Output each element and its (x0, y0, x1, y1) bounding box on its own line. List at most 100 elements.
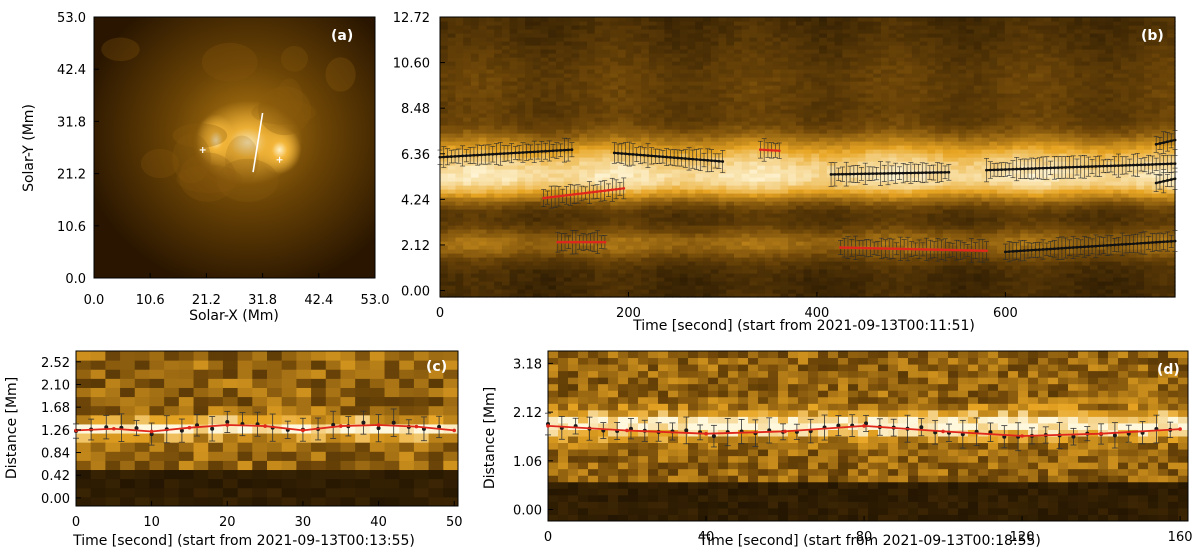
panel-b-pixel (478, 93, 488, 98)
panel-b-pixel (888, 165, 898, 170)
panel-b-pixel (525, 197, 534, 202)
panel-b-pixel (695, 53, 704, 58)
panel-a-bright-kernel (195, 114, 236, 167)
panel-b-pixel (641, 157, 650, 162)
panel-b-pixel (656, 269, 665, 274)
panel-b-pixel (896, 277, 905, 282)
panel-b-pixel (757, 265, 766, 270)
panel-b-pixel (764, 81, 774, 86)
panel-b-pixel (556, 241, 565, 246)
panel-b-pixel (687, 61, 696, 66)
panel-b-pixel (888, 25, 898, 30)
panel-b-pixel (594, 293, 604, 298)
panel-b-pixel (540, 121, 549, 126)
panel-b-pixel (780, 181, 789, 186)
panel-b-pixel (602, 257, 611, 262)
panel-b-pixel (881, 105, 890, 110)
panel-b-pixel (865, 133, 874, 138)
panel-b-pixel (703, 65, 712, 70)
panel-b-pixel (795, 237, 805, 242)
panel-b-pixel (842, 261, 851, 266)
panel-b-pixel (865, 269, 874, 274)
panel-b-pixel (803, 193, 812, 198)
panel-b-pixel (950, 25, 959, 30)
panel-b-pixel (463, 193, 472, 198)
panel-b-pixel (958, 105, 967, 110)
panel-b-pixel (695, 285, 704, 290)
panel-b-pixel (803, 189, 812, 194)
panel-b-pixel (973, 233, 983, 238)
panel-b-pixel (633, 85, 642, 90)
panel-b-pixel (556, 29, 565, 34)
panel-b-pixel (819, 205, 828, 210)
panel-b-pixel (772, 253, 782, 258)
panel-b-pixel (911, 169, 921, 174)
panel-b-pixel (556, 25, 565, 30)
panel-b-pixel (517, 233, 526, 238)
panel-b-pixel (563, 261, 573, 266)
panel-b-pixel (942, 81, 952, 86)
panel-b-pixel (935, 65, 944, 70)
panel-b-pixel (641, 257, 650, 262)
panel-b-pixel (942, 161, 952, 166)
panel-b-pixel (973, 105, 983, 110)
panel-b-pixel (610, 289, 619, 294)
panel-b-pixel (811, 81, 820, 86)
panel-b-pixel (478, 85, 488, 90)
panel-b-pixel (842, 189, 851, 194)
panel-b-pixel (532, 257, 542, 262)
panel-b-pixel (440, 189, 449, 194)
panel-b-pixel (942, 213, 952, 218)
panel-b-pixel (834, 157, 843, 162)
panel-b-pixel (966, 201, 975, 206)
panel-b-pixel (447, 53, 457, 58)
panel-b-pixel (757, 237, 766, 242)
panel-b-pixel (788, 53, 797, 58)
panel-b-pixel (764, 25, 774, 30)
panel-b-pixel (672, 141, 681, 146)
panel-b-pixel (788, 285, 797, 290)
panel-b-pixel (919, 265, 929, 270)
panel-b-pixel (919, 125, 929, 130)
panel-b-pixel (656, 121, 665, 126)
panel-b-pixel (935, 121, 944, 126)
panel-b-pixel (602, 29, 611, 34)
panel-b-pixel (741, 253, 751, 258)
panel-b-pixel (440, 285, 449, 290)
panel-b-pixel (803, 289, 812, 294)
panel-b-pixel (641, 149, 650, 154)
panel-b-pixel (455, 29, 464, 34)
panel-b-pixel (594, 133, 604, 138)
panel-b-pixel (501, 277, 511, 282)
panel-b-pixel (463, 113, 472, 118)
panel-b-pixel (780, 257, 789, 262)
panel-b-pixel (440, 257, 449, 262)
panel-b-pixel (579, 41, 588, 46)
panel-b-pixel (463, 21, 472, 26)
panel-b-pixel (571, 261, 580, 266)
panel-b-pixel (826, 265, 836, 270)
panel-b-pixel (641, 65, 650, 70)
panel-b-pixel (710, 205, 720, 210)
panel-b-pixel (494, 45, 503, 50)
panel-b-pixel (440, 109, 449, 114)
panel-b-pixel (734, 145, 743, 150)
panel-b-pixel (927, 285, 936, 290)
panel-b-pixel (501, 269, 511, 274)
panel-b-pixel (904, 129, 913, 134)
panel-b-pixel (440, 205, 449, 210)
panel-b-pixel (563, 37, 573, 42)
panel-b-pixel (617, 217, 627, 222)
panel-b-pixel (795, 281, 805, 286)
panel-b-pixel (648, 201, 658, 206)
panel-b-pixel (942, 157, 952, 162)
panel-b-pixel (780, 293, 789, 298)
panel-b-pixel (687, 201, 696, 206)
panel-b-pixel (873, 49, 882, 54)
panel-b-pixel (617, 109, 627, 114)
panel-b-pixel (641, 77, 650, 82)
panel-b-pixel (548, 161, 557, 166)
panel-b-pixel (664, 81, 673, 86)
panel-b-pixel (571, 149, 580, 154)
panel-b-pixel (958, 221, 967, 226)
